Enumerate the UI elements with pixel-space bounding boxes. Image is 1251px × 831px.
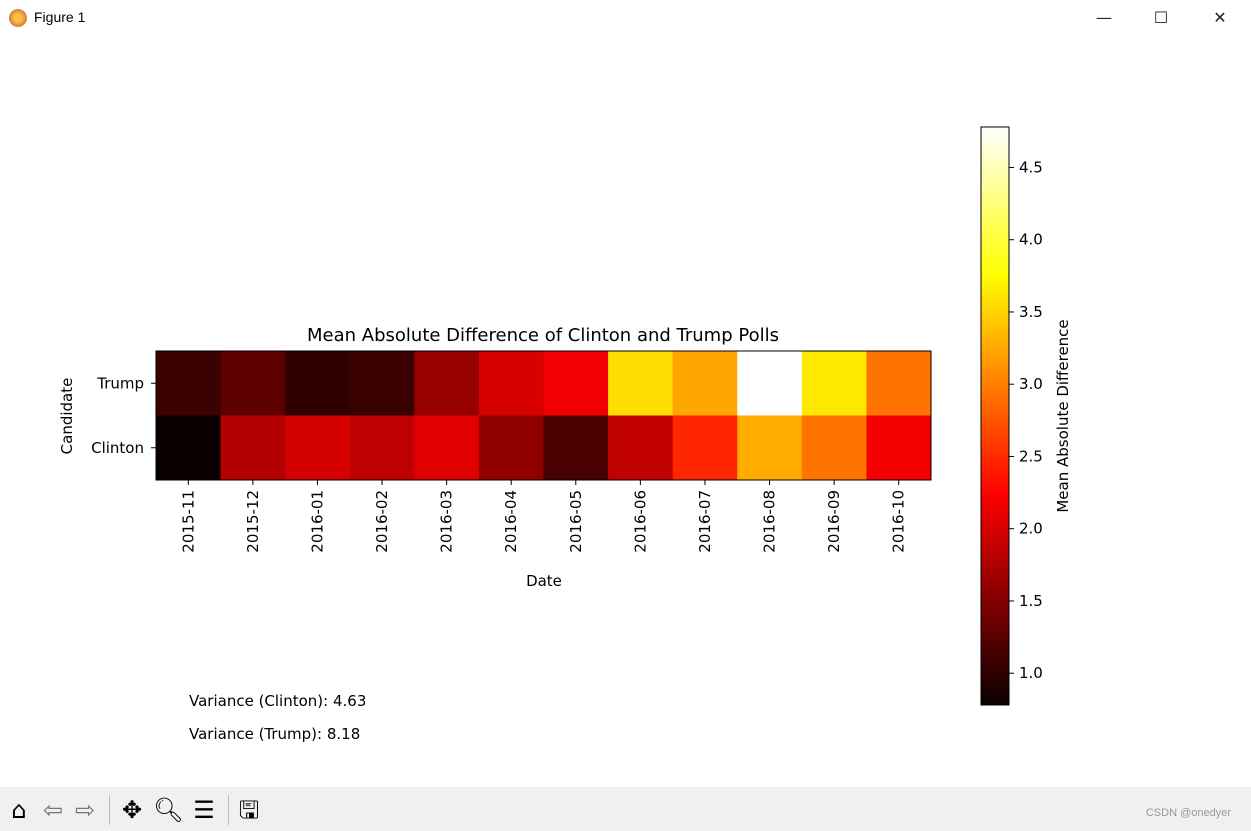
- heatmap-cell: [220, 415, 286, 481]
- heatmap-cell: [608, 415, 674, 481]
- colorbar-tick-label: 3.5: [1019, 303, 1043, 321]
- x-tick-label: 2016-02: [373, 490, 391, 553]
- x-tick-label: 2016-06: [631, 490, 649, 553]
- x-tick-label: 2016-03: [438, 490, 456, 553]
- y-axis-label: Candidate: [58, 378, 76, 455]
- heatmap-cell: [801, 415, 867, 481]
- heatmap-cell: [801, 351, 867, 416]
- colorbar-tick-label: 1.0: [1019, 664, 1043, 682]
- app-icon: [9, 9, 27, 27]
- colorbar-tick-label: 2.0: [1019, 520, 1043, 538]
- heatmap-cell: [672, 351, 738, 416]
- separator: [228, 795, 229, 825]
- heatmap-cell: [737, 351, 803, 416]
- heatmap-cell: [866, 351, 932, 416]
- colorbar-tick-label: 2.5: [1019, 447, 1043, 465]
- colorbar-tick-label: 3.0: [1019, 375, 1043, 393]
- maximize-button[interactable]: ☐: [1153, 8, 1169, 27]
- colorbar-tick-label: 4.5: [1019, 158, 1043, 176]
- zoom-icon[interactable]: 🔍︎: [153, 796, 184, 824]
- x-tick-label: 2016-10: [890, 490, 908, 553]
- minimize-button[interactable]: —: [1096, 8, 1112, 27]
- configure-subplots-icon[interactable]: ☰: [193, 796, 215, 824]
- heatmap-cell: [478, 415, 544, 481]
- heatmap-cell: [349, 415, 415, 481]
- title-bar: Figure 1 — ☐ ✕: [0, 0, 1251, 36]
- x-tick-label: 2015-12: [244, 490, 262, 553]
- heatmap-cell: [414, 415, 480, 481]
- close-button[interactable]: ✕: [1213, 8, 1227, 27]
- plot-frame: [155, 350, 932, 481]
- heatmap-cell: [543, 351, 609, 416]
- x-tick-label: 2016-09: [825, 490, 843, 553]
- x-tick-label: 2016-05: [567, 490, 585, 553]
- heatmap-cell: [156, 415, 222, 481]
- chart-title: Mean Absolute Difference of Clinton and …: [307, 325, 779, 346]
- toolbar: ⌂ ⇦ ⇨ ✥ 🔍︎ ☰ 🖫 CSDN @onedyer: [0, 787, 1251, 831]
- x-tick-label: 2016-01: [308, 490, 326, 553]
- heatmap-chart: Mean Absolute Difference of Clinton and …: [58, 126, 1072, 743]
- home-icon[interactable]: ⌂: [11, 796, 27, 824]
- heatmap-cell: [543, 415, 609, 481]
- heatmap-cell: [414, 351, 480, 416]
- x-tick-label: 2016-07: [696, 490, 714, 553]
- heatmap-cell: [349, 351, 415, 416]
- back-icon[interactable]: ⇦: [42, 796, 64, 824]
- forward-icon[interactable]: ⇨: [74, 796, 96, 824]
- heatmap-cell: [866, 415, 932, 481]
- y-tick-label: Clinton: [91, 439, 144, 457]
- variance-trump: Variance (Trump): 8.18: [189, 725, 360, 743]
- x-tick-label: 2016-08: [761, 490, 779, 553]
- watermark: CSDN @onedyer: [1145, 807, 1231, 819]
- save-icon[interactable]: 🖫: [238, 796, 260, 824]
- x-tick-label: 2016-04: [502, 490, 520, 553]
- colorbar-tick-label: 1.5: [1019, 592, 1043, 610]
- x-axis-label: Date: [526, 572, 562, 590]
- heatmap-cell: [220, 351, 286, 416]
- variance-clinton: Variance (Clinton): 4.63: [189, 692, 366, 710]
- heatmap-cell: [737, 415, 803, 481]
- heatmap-cell: [478, 351, 544, 416]
- separator: [109, 795, 110, 825]
- heatmap-cell: [285, 351, 351, 416]
- colorbar-tick-label: 4.0: [1019, 231, 1043, 249]
- colorbar-label: Mean Absolute Difference: [1054, 319, 1072, 512]
- colorbar: [980, 126, 1010, 706]
- heatmap-cell: [285, 415, 351, 481]
- x-tick-label: 2015-11: [179, 490, 197, 553]
- heatmap-cell: [608, 351, 674, 416]
- window-title: Figure 1: [34, 9, 86, 25]
- heatmap-cell: [672, 415, 738, 481]
- y-tick-label: Trump: [96, 374, 144, 392]
- heatmap-cell: [156, 351, 222, 416]
- pan-icon[interactable]: ✥: [121, 796, 143, 824]
